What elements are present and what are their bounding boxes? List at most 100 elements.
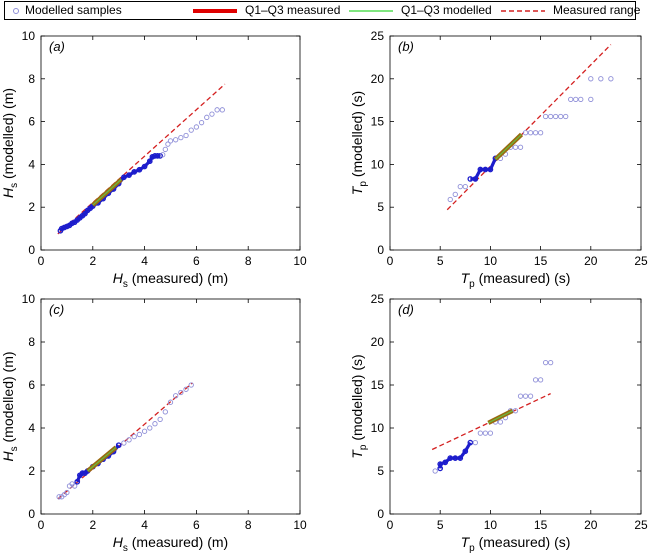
y-tick-label: 0 [377, 507, 384, 521]
sample-point [178, 134, 184, 141]
x-tick-label: 4 [141, 254, 148, 268]
legend-swatch [349, 10, 393, 12]
sample-point [188, 127, 194, 133]
sample-point [512, 144, 519, 150]
sample-point [568, 96, 574, 102]
legend-swatch [501, 10, 545, 12]
x-axis-label-subscript: s [123, 279, 128, 290]
sample-point [547, 359, 554, 366]
x-tick-label: 8 [245, 254, 252, 268]
sample-point [472, 439, 478, 446]
sample-point [537, 130, 544, 136]
y-tick-label: 10 [22, 292, 36, 306]
y-tick-label: 4 [28, 157, 35, 171]
sample-point [527, 130, 534, 136]
y-axis-label: Hs (modelled) (m) [0, 351, 20, 461]
y-tick-label: 10 [371, 157, 385, 171]
panel-label: (d) [398, 302, 414, 317]
y-axis-label-text: (modelled) (s) [349, 354, 365, 444]
y-tick-label: 2 [28, 464, 35, 478]
sample-point [183, 132, 189, 139]
y-tick-label: 20 [371, 72, 385, 86]
axes-box [40, 35, 301, 251]
panel-label: (c) [49, 302, 64, 317]
q1-q3-modelled-line [488, 410, 513, 424]
sample-point [553, 113, 559, 120]
sample-point [167, 399, 174, 405]
x-tick-label: 15 [534, 254, 548, 268]
x-tick-label: 20 [584, 254, 598, 268]
sample-point [219, 107, 225, 113]
x-tick-label: 2 [89, 518, 96, 532]
y-axis-label-subscript: p [358, 181, 369, 187]
x-tick-label: 0 [38, 518, 45, 532]
x-tick-label: 10 [293, 254, 307, 268]
sample-point [578, 96, 584, 102]
sample-point [598, 76, 604, 82]
sample-point [160, 152, 166, 158]
axes-box [389, 298, 642, 515]
sample-point [152, 421, 158, 427]
y-tick-label: 4 [28, 421, 35, 435]
y-axis-label-text: (modelled) (s) [349, 91, 365, 181]
sample-point [121, 440, 127, 446]
panel-label: (a) [49, 39, 65, 54]
measured-range-line [57, 83, 226, 235]
y-axis-label-subscript: p [358, 444, 369, 450]
x-tick-label: 0 [387, 254, 394, 268]
q1-q3-modelled-line [87, 446, 117, 472]
sample-point [497, 419, 504, 425]
x-tick-label: 10 [484, 518, 498, 532]
sample-point [204, 114, 210, 120]
y-axis-label-text: (modelled) (m) [0, 351, 16, 446]
x-axis-label-symbol: T [461, 270, 471, 286]
x-tick-label: 15 [534, 518, 548, 532]
y-tick-label: 15 [371, 115, 385, 129]
sample-point [452, 191, 458, 198]
x-tick-label: 8 [245, 518, 252, 532]
y-axis-label-symbol: H [0, 187, 16, 198]
sample-point [56, 494, 62, 500]
x-axis-label-subscript: s [123, 543, 128, 554]
x-tick-label: 10 [293, 518, 307, 532]
sample-point [563, 113, 569, 120]
y-tick-label: 8 [28, 335, 35, 349]
sample-point [173, 393, 179, 399]
y-axis-label-subscript: s [9, 183, 20, 188]
sample-point [588, 96, 594, 102]
x-axis-label-subscript: p [469, 543, 475, 554]
sample-point [432, 468, 438, 474]
y-axis-label-symbol: T [349, 449, 365, 459]
sample-point [157, 416, 163, 423]
x-axis-label: Tp (measured) (s) [461, 270, 571, 290]
sample-point [573, 96, 579, 102]
sample-point [162, 146, 168, 153]
axes-box [40, 298, 301, 515]
x-axis-label: Tp (measured) (s) [461, 534, 571, 554]
sample-point [173, 137, 179, 143]
y-axis-label-subscript: s [9, 446, 20, 451]
x-tick-label: 4 [141, 518, 148, 532]
sample-point [532, 130, 539, 136]
y-tick-label: 10 [22, 29, 36, 43]
sample-point [558, 113, 564, 120]
axes-box [389, 35, 642, 251]
sample-point [457, 184, 463, 190]
q1-q3-modelled-line [92, 178, 122, 206]
sample-dense-band [438, 441, 472, 469]
sample-point [542, 113, 549, 120]
y-tick-label: 25 [371, 292, 385, 306]
sample-point [537, 377, 544, 383]
sample-point [162, 409, 168, 415]
sample-point [477, 430, 484, 436]
sample-point [447, 196, 453, 203]
x-tick-label: 2 [89, 254, 96, 268]
legend-label: Q1–Q3 modelled [401, 3, 492, 17]
y-tick-label: 25 [371, 29, 385, 43]
legend-label: Modelled samples [25, 3, 122, 17]
sample-point [126, 437, 132, 443]
sample-point [183, 386, 189, 392]
